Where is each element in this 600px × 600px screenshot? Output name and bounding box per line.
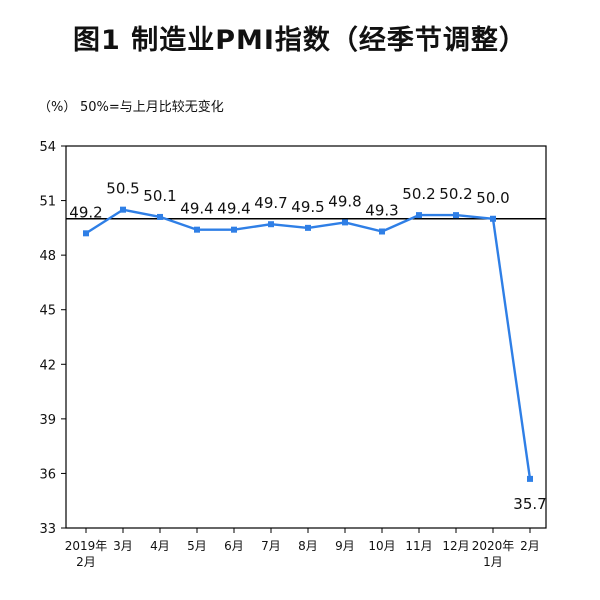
- y-tick-label: 36: [39, 467, 56, 482]
- data-label: 49.4: [180, 200, 213, 218]
- y-unit-label: （%）: [38, 100, 77, 115]
- reference-note: 50%=与上月比较无变化: [80, 100, 224, 115]
- x-tick-label: 4月: [150, 539, 170, 553]
- data-point: [305, 224, 311, 231]
- x-tick-label: 2019年: [65, 539, 108, 553]
- x-tick-label: 10月: [368, 539, 395, 553]
- data-label: 49.7: [254, 194, 287, 212]
- data-label: 50.0: [476, 189, 509, 207]
- data-point: [416, 212, 422, 219]
- pmi-series-line: [85, 208, 532, 480]
- y-tick-label: 45: [39, 304, 56, 319]
- data-label: 49.2: [69, 203, 102, 221]
- data-label: 49.8: [328, 192, 361, 210]
- data-point: [268, 221, 274, 228]
- data-point: [194, 226, 200, 233]
- data-point: [157, 213, 163, 220]
- y-tick-label: 33: [39, 522, 56, 537]
- data-point: [342, 219, 348, 226]
- y-tick-label: 39: [39, 413, 56, 428]
- data-label: 49.3: [365, 201, 398, 219]
- data-label: 50.1: [143, 187, 176, 205]
- x-tick-label: 6月: [224, 539, 244, 553]
- data-label: 50.5: [106, 180, 139, 198]
- data-point: [120, 206, 126, 213]
- data-point: [379, 228, 385, 235]
- x-tick-label: 8月: [298, 539, 318, 553]
- y-tick-label: 54: [39, 140, 56, 155]
- data-point: [83, 230, 89, 237]
- x-tick-label: 9月: [335, 539, 355, 553]
- y-tick-label: 42: [39, 358, 56, 373]
- chart-title: 图1 制造业PMI指数（经季节调整）: [73, 25, 527, 56]
- data-label: 49.4: [217, 200, 250, 218]
- x-tick-label: 2020年: [472, 539, 515, 553]
- data-point: [453, 212, 459, 219]
- y-tick-label: 48: [39, 249, 56, 264]
- data-point: [527, 475, 533, 482]
- data-label: 50.2: [439, 185, 472, 203]
- data-label: 35.7: [513, 495, 546, 513]
- data-label: 49.5: [291, 198, 324, 216]
- x-tick-label: 12月: [442, 539, 469, 553]
- data-point: [490, 215, 496, 222]
- x-tick-label: 5月: [187, 539, 207, 553]
- data-label: 50.2: [402, 185, 435, 203]
- x-tick-label: 1月: [483, 555, 503, 569]
- x-tick-label: 2月: [76, 555, 96, 569]
- x-tick-label: 7月: [261, 539, 281, 553]
- x-tick-label: 11月: [405, 539, 432, 553]
- y-tick-label: 51: [39, 195, 56, 210]
- data-point: [231, 226, 237, 233]
- plot-frame: [65, 145, 547, 529]
- x-tick-label: 3月: [113, 539, 133, 553]
- x-tick-label: 2月: [520, 539, 540, 553]
